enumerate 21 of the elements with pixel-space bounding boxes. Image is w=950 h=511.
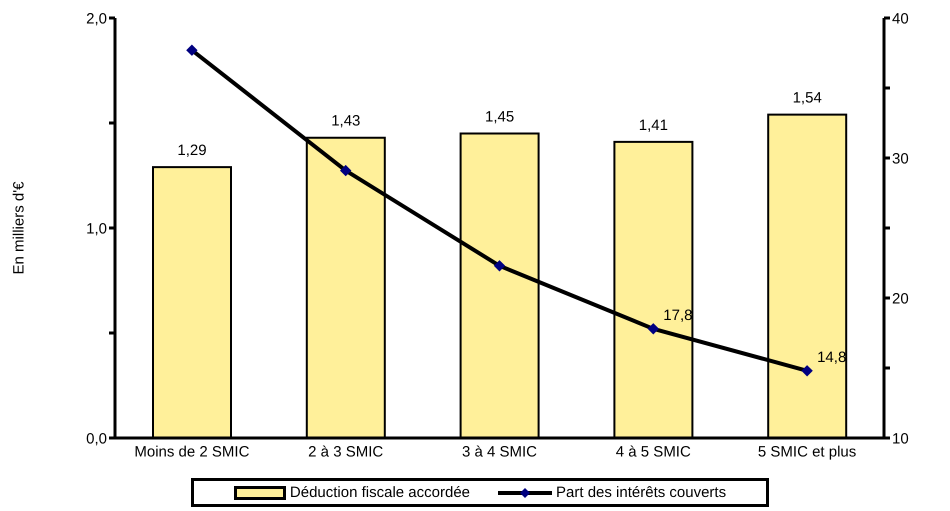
data-label: 1,45	[485, 108, 514, 126]
data-label: 17,8	[663, 306, 693, 324]
data-label: 1,29	[177, 142, 207, 160]
x-tick-label: 5 SMIC et plus	[758, 444, 856, 461]
legend-label: Part des intérêts couverts	[555, 484, 726, 501]
y2-tick-label: 10	[892, 430, 909, 448]
x-tick-label: 2 à 3 SMIC	[308, 444, 384, 461]
data-label: 1,43	[331, 112, 360, 130]
y2-tick-label: 30	[892, 150, 909, 168]
y-axis-title: En milliers d'€	[10, 180, 28, 274]
legend-label: Déduction fiscale accordée	[288, 484, 470, 501]
data-label: 1,41	[638, 116, 668, 134]
x-tick-label: 3 à 4 SMIC	[462, 444, 538, 461]
y-tick-label: 1,0	[86, 220, 107, 238]
y2-tick-label: 40	[892, 10, 909, 28]
y-tick-label: 0,0	[86, 430, 107, 448]
y2-tick-label: 20	[892, 290, 909, 308]
x-tick-label: Moins de 2 SMIC	[134, 444, 250, 461]
data-label: 1,54	[792, 90, 822, 107]
y-tick-label: 2,0	[86, 10, 107, 28]
x-tick-label: 4 à 5 SMIC	[616, 444, 691, 461]
